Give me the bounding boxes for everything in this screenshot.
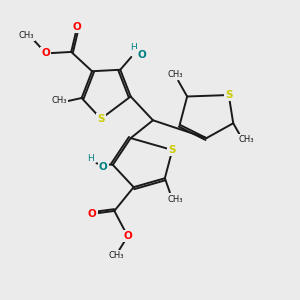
- Text: S: S: [225, 90, 232, 100]
- Text: CH₃: CH₃: [52, 97, 67, 106]
- Text: O: O: [42, 48, 50, 59]
- Text: O: O: [73, 22, 82, 32]
- Text: CH₃: CH₃: [19, 31, 34, 40]
- Text: O: O: [123, 231, 132, 241]
- Text: CH₃: CH₃: [239, 135, 254, 144]
- Text: O: O: [138, 50, 146, 60]
- Text: H: H: [87, 154, 94, 164]
- Text: O: O: [99, 162, 108, 172]
- Text: H: H: [130, 43, 136, 52]
- Text: CH₃: CH₃: [167, 70, 183, 79]
- Text: S: S: [97, 114, 105, 124]
- Text: O: O: [88, 209, 96, 219]
- Text: CH₃: CH₃: [167, 194, 183, 203]
- Text: S: S: [169, 145, 176, 155]
- Text: CH₃: CH₃: [108, 251, 124, 260]
